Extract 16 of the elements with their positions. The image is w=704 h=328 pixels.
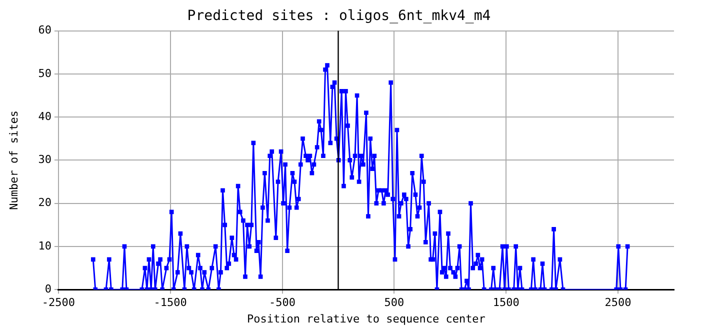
y-axis-title: Number of sites bbox=[7, 110, 20, 210]
y-tick-label: 0 bbox=[44, 282, 52, 296]
x-tick-label: -2500 bbox=[42, 296, 76, 310]
x-tick-label: -1500 bbox=[154, 296, 187, 310]
y-tick-label: 10 bbox=[38, 239, 52, 252]
y-tick-label: 20 bbox=[38, 196, 52, 210]
x-tick-label: 2500 bbox=[604, 296, 632, 310]
x-tick-label: 1500 bbox=[492, 296, 520, 310]
y-tick-label: 50 bbox=[38, 66, 52, 80]
y-tick-label: 60 bbox=[38, 24, 52, 37]
y-tick-label: 40 bbox=[38, 110, 52, 123]
x-axis-title: Position relative to sequence center bbox=[247, 312, 486, 326]
y-tick-label: 30 bbox=[38, 153, 52, 166]
x-tick-label: 500 bbox=[384, 296, 404, 310]
chart-title: Predicted sites : oligos_6nt_mkv4_m4 bbox=[187, 8, 491, 24]
x-tick-label: -500 bbox=[269, 296, 296, 310]
